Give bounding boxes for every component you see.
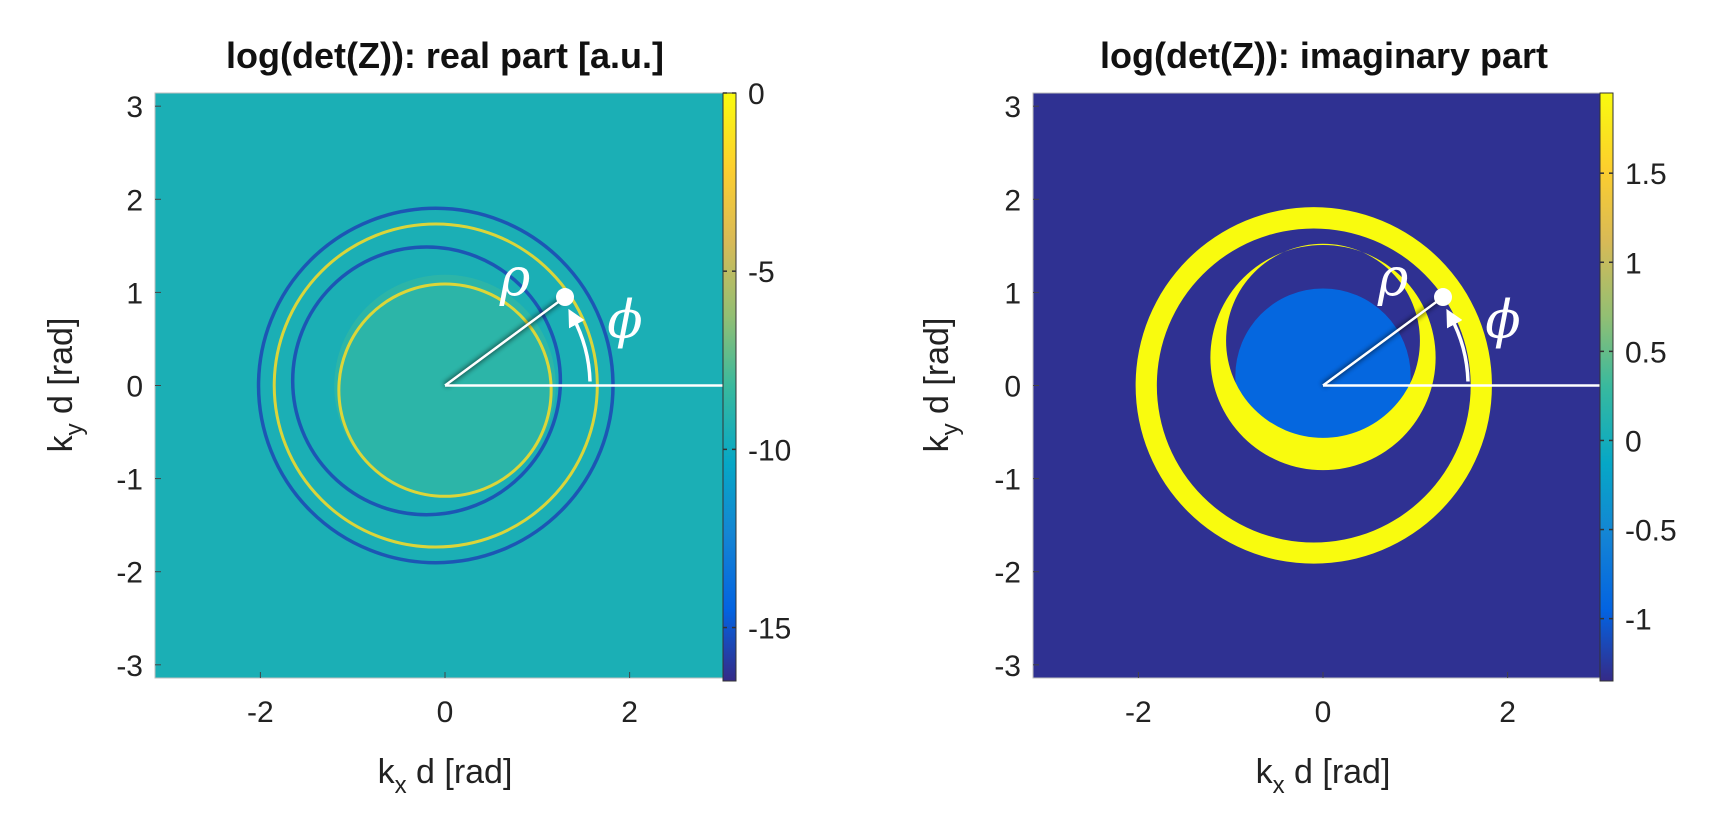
title-real: log(det(Z)): real part [a.u.]: [226, 35, 664, 76]
y-tick-label: -2: [994, 557, 1021, 590]
y-tick-label: -3: [116, 650, 143, 683]
phi-arc-arrow: [568, 308, 592, 382]
colorbar-tick-label: 1: [1625, 247, 1642, 280]
ring-1: [337, 282, 553, 498]
y-tick-label: 2: [1004, 184, 1021, 217]
rho-label: ρ: [499, 248, 531, 308]
phi-label: ϕ: [1485, 291, 1520, 351]
x-tick-label: 2: [1499, 696, 1516, 729]
colorbar-tick-label: -5: [748, 256, 775, 289]
colorbar-tick-label: 0: [1625, 425, 1642, 458]
colorbar-tick-label: 0: [748, 78, 765, 111]
y-tick-label: 2: [126, 184, 143, 217]
x-tick-label: 0: [437, 696, 454, 729]
panel-real: log(det(Z)): real part [a.u.] -2 0 2 -3 -2 -1…: [42, 35, 791, 799]
colorbar-real: 0 -5 -10 -15: [722, 78, 791, 682]
y-tick-label: 0: [1004, 371, 1021, 404]
rho-endpoint-marker: [1434, 288, 1453, 307]
y-tick-label: -1: [994, 464, 1021, 497]
rho-line: [444, 296, 566, 387]
colorbar-tick-label: -0.5: [1625, 515, 1677, 548]
title-imag: log(det(Z)): imaginary part: [1100, 35, 1548, 76]
colorbar-imag-scale: [1599, 92, 1614, 682]
y-tick-label: -2: [116, 557, 143, 590]
y-tick-label: 1: [1004, 277, 1021, 310]
xlabel-imag: kx d [rad]: [1256, 753, 1391, 799]
ylabel-imag: ky d [rad]: [918, 318, 964, 453]
annotation-imag: ρϕ: [1321, 248, 1613, 389]
x-tick-label: 0: [1315, 696, 1332, 729]
rho-label: ρ: [1377, 248, 1409, 308]
phi-label: ϕ: [607, 291, 642, 351]
x-tick-label: 2: [621, 696, 638, 729]
rho-endpoint-marker: [556, 288, 575, 307]
colorbar-imag: 1.5 1 0.5 0 -0.5 -1: [1599, 92, 1677, 682]
colorbar-tick-label: -1: [1625, 604, 1652, 637]
colorbar-real-scale: [722, 92, 737, 682]
heatmap-imag-inner-disk: [1235, 288, 1411, 464]
y-tick-label: -3: [994, 650, 1021, 683]
panel-imag: log(det(Z)): imaginary part -2 0 2-3-2-101…: [918, 35, 1677, 799]
y-tick-label: -1: [116, 464, 143, 497]
ring-2: [290, 245, 563, 517]
annotation-real: ρϕ: [443, 248, 735, 389]
x-tick-label: -2: [1125, 696, 1152, 729]
colorbar-tick-label: 1.5: [1625, 158, 1667, 191]
phi-arc-arrow: [1446, 308, 1470, 382]
ylabel-real: ky d [rad]: [42, 318, 88, 453]
colorbar-tick-label: 0.5: [1625, 336, 1667, 369]
y-tick-label: 1: [126, 277, 143, 310]
colorbar-tick-label: -15: [748, 613, 791, 646]
colorbar-tick-label: -10: [748, 434, 791, 467]
y-tick-label: 0: [126, 371, 143, 404]
rho-line: [1322, 296, 1444, 387]
y-tick-label: 3: [1004, 91, 1021, 124]
y-tick-label: 3: [126, 91, 143, 124]
x-tick-label: -2: [247, 696, 274, 729]
xlabel-real: kx d [rad]: [378, 753, 513, 799]
